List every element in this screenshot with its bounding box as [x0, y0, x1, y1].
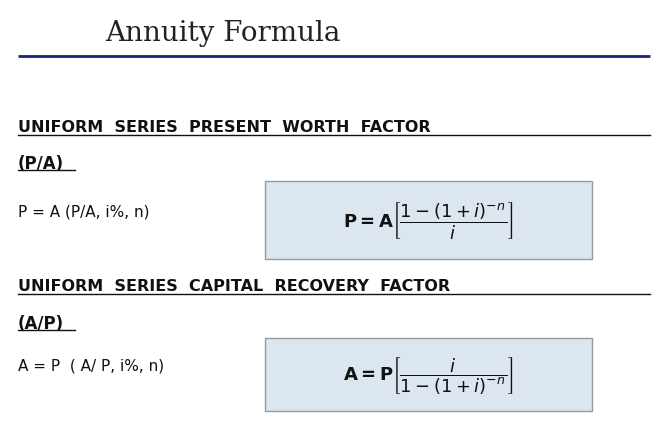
Text: $\mathbf{A = P}\left[\dfrac{i}{1-(1+i)^{-n}}\right]$: $\mathbf{A = P}\left[\dfrac{i}{1-(1+i)^{… [343, 354, 514, 395]
Text: (A/P): (A/P) [18, 314, 64, 332]
Text: A = P  ( A/ P, i%, n): A = P ( A/ P, i%, n) [18, 358, 164, 373]
FancyBboxPatch shape [265, 338, 592, 411]
Text: UNIFORM  SERIES  CAPITAL  RECOVERY  FACTOR: UNIFORM SERIES CAPITAL RECOVERY FACTOR [18, 278, 450, 294]
Text: $\mathbf{P =A}\left[\dfrac{1-(1+i)^{-n}}{i}\right]$: $\mathbf{P =A}\left[\dfrac{1-(1+i)^{-n}}… [343, 200, 514, 241]
Text: P = A (P/A, i%, n): P = A (P/A, i%, n) [18, 204, 150, 219]
Text: (P/A): (P/A) [18, 155, 64, 173]
Text: Annuity Formula: Annuity Formula [105, 20, 341, 47]
Text: UNIFORM  SERIES  PRESENT  WORTH  FACTOR: UNIFORM SERIES PRESENT WORTH FACTOR [18, 120, 431, 135]
FancyBboxPatch shape [265, 181, 592, 259]
